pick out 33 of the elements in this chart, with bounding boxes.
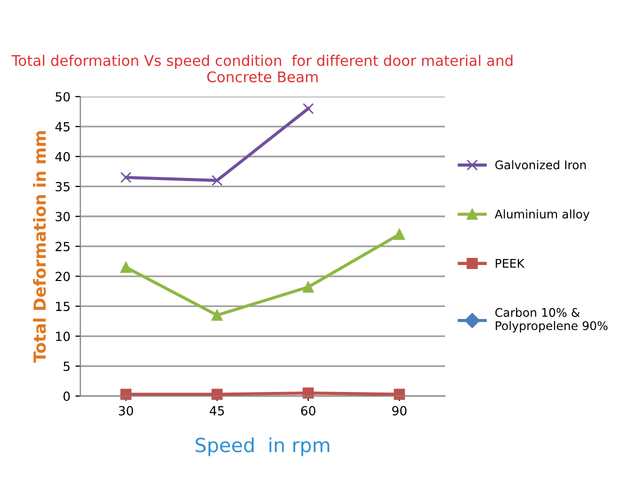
point (212, 174, 223, 186)
legend-label: Aluminium alloy (494, 209, 590, 221)
y-axis-title: Total Deformation in mm (33, 131, 46, 363)
x-tick-label: 30 (118, 406, 134, 416)
point (212, 388, 223, 400)
y-tick-label: 15 (56, 302, 70, 312)
legend-label: Galvonized Iron (495, 160, 586, 170)
point (302, 388, 314, 399)
legend-label: Carbon 10% & Polypropelene 90% (495, 308, 608, 332)
point (212, 310, 223, 321)
x-tick-label: 60 (301, 406, 316, 416)
y-tick-label: 45 (55, 122, 70, 132)
y-tick-label: 20 (56, 272, 70, 282)
y-tick-label: 35 (56, 182, 70, 192)
y-tick-label: 0 (63, 392, 70, 401)
x-tick-label: 45 (210, 406, 224, 416)
point (120, 172, 132, 184)
y-tick-label: 10 (56, 332, 70, 342)
point (394, 388, 405, 400)
legend-label: PEEK (496, 258, 525, 268)
point (120, 388, 132, 400)
point (394, 228, 405, 240)
y-tick-label: 30 (56, 212, 70, 222)
chart-title: Total deformation Vs speed condition for different door material and Concrete Beam (12, 54, 512, 82)
y-tick-label: 50 (56, 92, 70, 102)
y-tick-label: 40 (55, 152, 70, 162)
x-tick-label: 90 (392, 406, 407, 416)
x-axis-title: Speed in rpm (196, 437, 330, 456)
y-tick-label: 5 (64, 362, 70, 372)
y-tick-label: 25 (56, 242, 70, 252)
point (302, 103, 314, 114)
point (302, 282, 314, 293)
point (120, 262, 132, 273)
